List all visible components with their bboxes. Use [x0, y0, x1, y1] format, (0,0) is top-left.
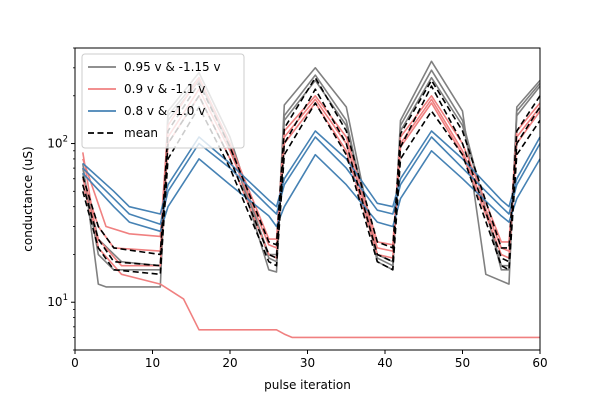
x-tick-label: 0 [71, 356, 79, 370]
ticks-layer: 0 10 20 30 40 50 60 101 102 [47, 47, 548, 370]
x-tick-label: 60 [532, 356, 547, 370]
legend-label: 0.8 v & -1.0 v [124, 104, 205, 118]
series-layer [82, 60, 541, 339]
legend-label: 0.9 v & -1.1 v [124, 82, 205, 96]
x-tick-label: 20 [222, 356, 237, 370]
legend-label: mean [124, 126, 158, 140]
y-axis-label: conductance (uS) [21, 146, 35, 251]
series-line-4 [82, 76, 541, 246]
y-tick-label: 101 [47, 293, 68, 309]
y-tick-label: 102 [47, 135, 68, 151]
x-tick-label: 40 [377, 356, 392, 370]
series-line-13 [82, 102, 541, 276]
legend: 0.95 v & -1.15 v 0.9 v & -1.1 v 0.8 v & -1… [81, 53, 245, 149]
x-tick-label: 30 [300, 356, 315, 370]
x-tick-label: 10 [145, 356, 160, 370]
series-line-7 [82, 152, 540, 339]
legend-box [81, 53, 245, 149]
x-axis-label: pulse iteration [264, 378, 351, 392]
legend-label: 0.95 v & -1.15 v [124, 60, 221, 74]
x-tick-label: 50 [455, 356, 470, 370]
